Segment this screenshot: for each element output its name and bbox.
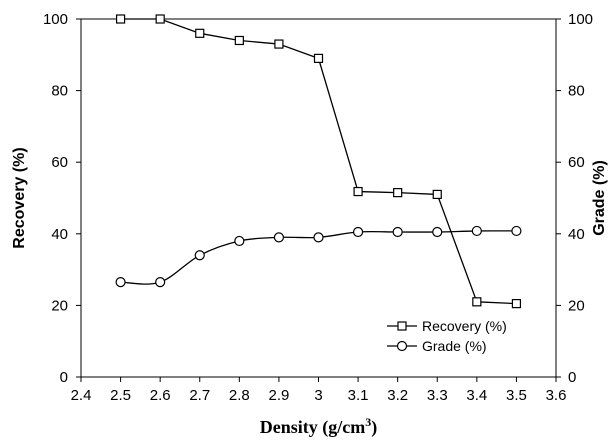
data-point [155,277,166,288]
data-point [234,235,245,247]
series-grade [115,225,522,288]
x-tick-label: 3.5 [506,387,527,404]
legend-label: Grade (%) [422,338,487,354]
legend: Recovery (%) Grade (%) [387,318,507,354]
y-left-tick-label: 80 [51,83,68,100]
data-point [313,53,324,63]
y-right-tick-label: 0 [568,369,576,386]
x-axis-label: Density (g/cm3) [260,415,377,438]
legend-label: Recovery (%) [422,318,507,334]
data-point [273,232,285,243]
y-left-tick-label: 0 [60,369,68,386]
y-right-tick-label: 80 [568,83,585,100]
data-point [352,226,364,238]
data-point [472,297,482,307]
x-tick-label: 3.2 [387,387,408,404]
y-axis-label-right: Grade (%) [591,160,608,236]
series-recovery [115,14,522,309]
data-point [115,14,126,24]
data-point [115,277,126,288]
x-tick-label: 3.4 [466,387,487,404]
y-right-tick-label: 60 [568,154,585,171]
x-tick-label: 2.9 [268,387,289,404]
data-point [511,299,522,309]
data-point [432,226,443,238]
x-tick-label: 2.6 [150,387,171,404]
axes: 2.4 2.5 2.6 2.7 2.8 2.9 3 3.1 3.2 3.3 3.4 3.5 3.6020… [43,11,593,404]
data-point [471,225,482,237]
legend-item: Grade (%) [387,338,487,354]
data-point [274,39,284,49]
legend-marker [397,321,407,331]
x-tick-label: 2.4 [71,387,92,404]
data-point [313,232,324,243]
data-point [432,189,442,200]
data-point [392,226,403,238]
legend-item: Recovery (%) [387,318,507,334]
series-layer [115,14,522,309]
x-tick-label: 3 [314,387,322,404]
x-tick-label: 3.6 [546,387,567,404]
x-tick-label: 3.3 [427,387,448,404]
x-tick-label: 2.5 [110,387,131,404]
y-right-tick-label: 20 [568,297,585,314]
data-point [511,225,522,237]
y-left-tick-label: 100 [43,11,68,28]
data-point [194,250,205,261]
y-right-tick-label: 40 [568,226,585,243]
x-tick-label: 3.1 [348,387,369,404]
x-axis-label-superscript: 3 [365,415,371,429]
y-right-tick-label: 100 [568,11,593,28]
data-point [353,186,363,197]
y-left-tick-label: 40 [51,226,68,243]
x-axis-label-text: Density (g/cm [260,417,365,438]
x-tick-label: 2.7 [189,387,210,404]
x-axis-label-tail: ) [371,417,377,438]
y-left-tick-label: 60 [51,154,68,171]
data-point [393,188,403,198]
y-axis-label-left: Recovery (%) [11,147,28,248]
data-point [234,35,244,46]
y-left-tick-label: 20 [51,297,68,314]
data-point [155,14,165,24]
x-tick-label: 2.8 [229,387,250,404]
data-point [195,28,205,38]
legend-marker [396,340,408,352]
